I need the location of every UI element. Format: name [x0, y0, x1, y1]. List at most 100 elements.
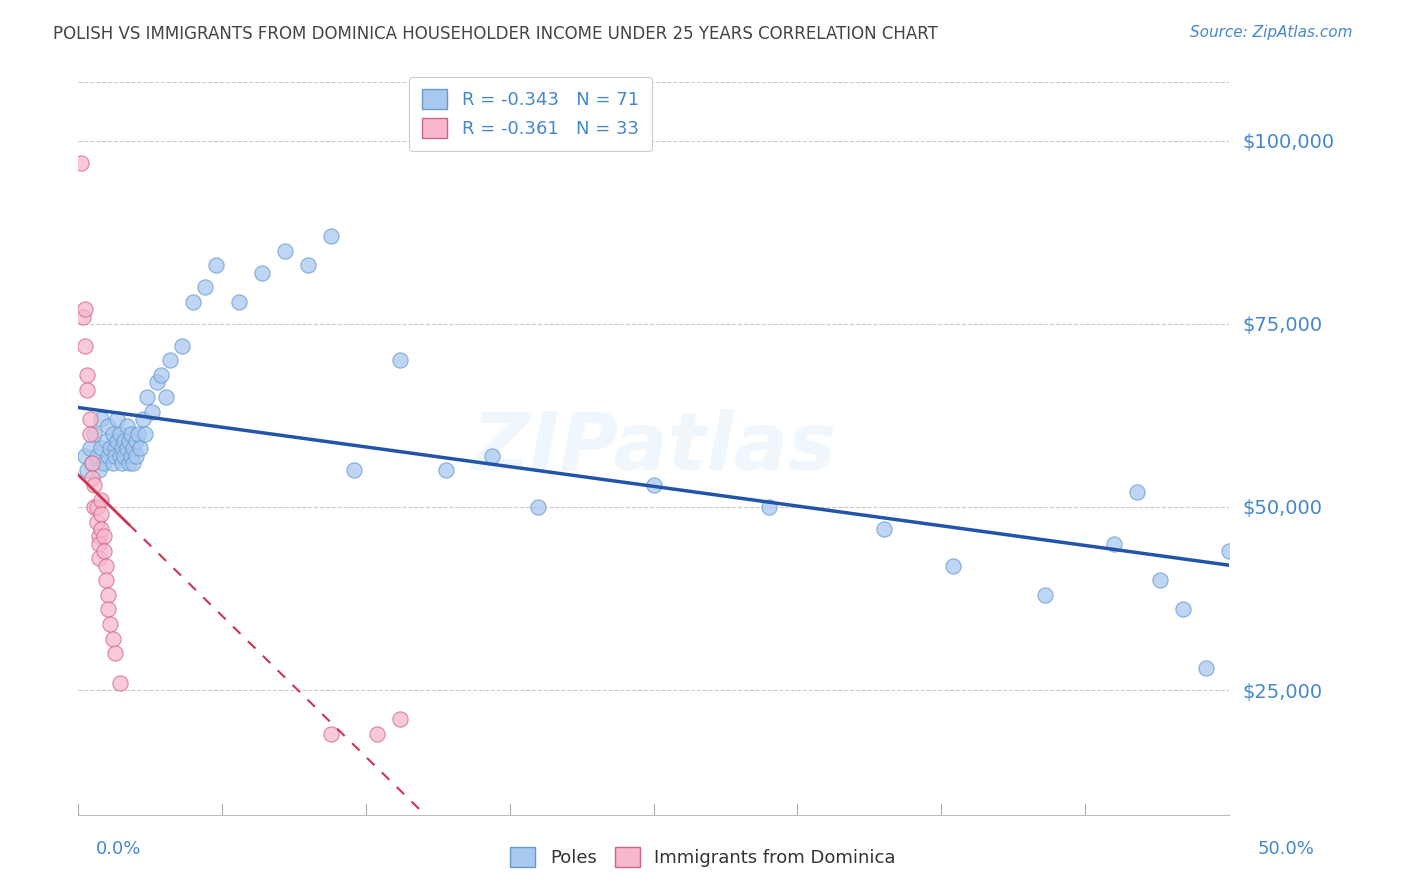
- Point: [76, 463, 98, 477]
- Point: [108, 449, 131, 463]
- Point: [97, 419, 120, 434]
- Point: [101, 632, 124, 646]
- Legend: Poles, Immigrants from Dominica: Poles, Immigrants from Dominica: [503, 839, 903, 874]
- Point: [104, 442, 127, 456]
- Point: [97, 602, 120, 616]
- Text: Source: ZipAtlas.com: Source: ZipAtlas.com: [1189, 25, 1353, 40]
- Point: [97, 449, 120, 463]
- Point: [86, 515, 108, 529]
- Point: [112, 434, 135, 448]
- Point: [79, 426, 101, 441]
- Point: [274, 244, 297, 258]
- Point: [101, 426, 124, 441]
- Point: [72, 310, 94, 324]
- Point: [1218, 544, 1240, 558]
- Legend: R = -0.343   N = 71, R = -0.361   N = 33: R = -0.343 N = 71, R = -0.361 N = 33: [409, 77, 651, 151]
- Point: [83, 426, 105, 441]
- Point: [389, 353, 412, 368]
- Point: [134, 426, 156, 441]
- Point: [115, 419, 138, 434]
- Point: [104, 449, 127, 463]
- Point: [942, 558, 965, 573]
- Point: [758, 500, 780, 514]
- Point: [297, 258, 319, 272]
- Point: [366, 727, 388, 741]
- Point: [155, 390, 177, 404]
- Point: [79, 412, 101, 426]
- Point: [105, 412, 128, 426]
- Point: [389, 712, 412, 726]
- Text: ZIPatlas: ZIPatlas: [471, 409, 837, 487]
- Point: [93, 456, 115, 470]
- Point: [159, 353, 181, 368]
- Point: [872, 522, 894, 536]
- Point: [527, 500, 550, 514]
- Text: 50.0%: 50.0%: [1258, 840, 1315, 858]
- Text: 0.0%: 0.0%: [96, 840, 141, 858]
- Text: POLISH VS IMMIGRANTS FROM DOMINICA HOUSEHOLDER INCOME UNDER 25 YEARS CORRELATION: POLISH VS IMMIGRANTS FROM DOMINICA HOUSE…: [53, 25, 938, 43]
- Point: [481, 449, 503, 463]
- Point: [125, 434, 148, 448]
- Point: [131, 412, 153, 426]
- Point: [79, 442, 101, 456]
- Point: [94, 434, 117, 448]
- Point: [76, 383, 98, 397]
- Point: [93, 544, 115, 558]
- Point: [101, 456, 124, 470]
- Point: [127, 426, 149, 441]
- Point: [87, 529, 110, 543]
- Point: [83, 478, 105, 492]
- Point: [86, 500, 108, 514]
- Point: [252, 266, 274, 280]
- Point: [122, 456, 145, 470]
- Point: [120, 449, 142, 463]
- Point: [104, 647, 127, 661]
- Point: [80, 456, 103, 470]
- Point: [108, 675, 131, 690]
- Point: [1102, 536, 1125, 550]
- Point: [108, 426, 131, 441]
- Point: [321, 727, 343, 741]
- Point: [120, 426, 142, 441]
- Point: [86, 449, 108, 463]
- Point: [436, 463, 458, 477]
- Point: [1149, 573, 1171, 587]
- Point: [112, 449, 135, 463]
- Point: [194, 280, 217, 294]
- Point: [170, 339, 193, 353]
- Point: [75, 339, 97, 353]
- Point: [90, 508, 112, 522]
- Point: [125, 449, 148, 463]
- Point: [643, 478, 665, 492]
- Point: [1195, 661, 1218, 675]
- Point: [118, 434, 141, 448]
- Point: [94, 573, 117, 587]
- Point: [90, 442, 112, 456]
- Point: [228, 294, 250, 309]
- Point: [76, 368, 98, 383]
- Point: [87, 536, 110, 550]
- Point: [136, 390, 159, 404]
- Point: [87, 463, 110, 477]
- Point: [145, 376, 167, 390]
- Point: [83, 500, 105, 514]
- Point: [87, 551, 110, 566]
- Point: [115, 442, 138, 456]
- Point: [1033, 588, 1056, 602]
- Point: [111, 442, 134, 456]
- Point: [105, 434, 128, 448]
- Point: [205, 258, 228, 272]
- Point: [343, 463, 366, 477]
- Point: [93, 529, 115, 543]
- Point: [1171, 602, 1194, 616]
- Point: [111, 456, 134, 470]
- Point: [75, 302, 97, 317]
- Point: [90, 412, 112, 426]
- Point: [80, 470, 103, 484]
- Point: [90, 522, 112, 536]
- Point: [181, 294, 204, 309]
- Point: [69, 155, 91, 169]
- Point: [100, 442, 122, 456]
- Point: [1125, 485, 1147, 500]
- Point: [97, 588, 120, 602]
